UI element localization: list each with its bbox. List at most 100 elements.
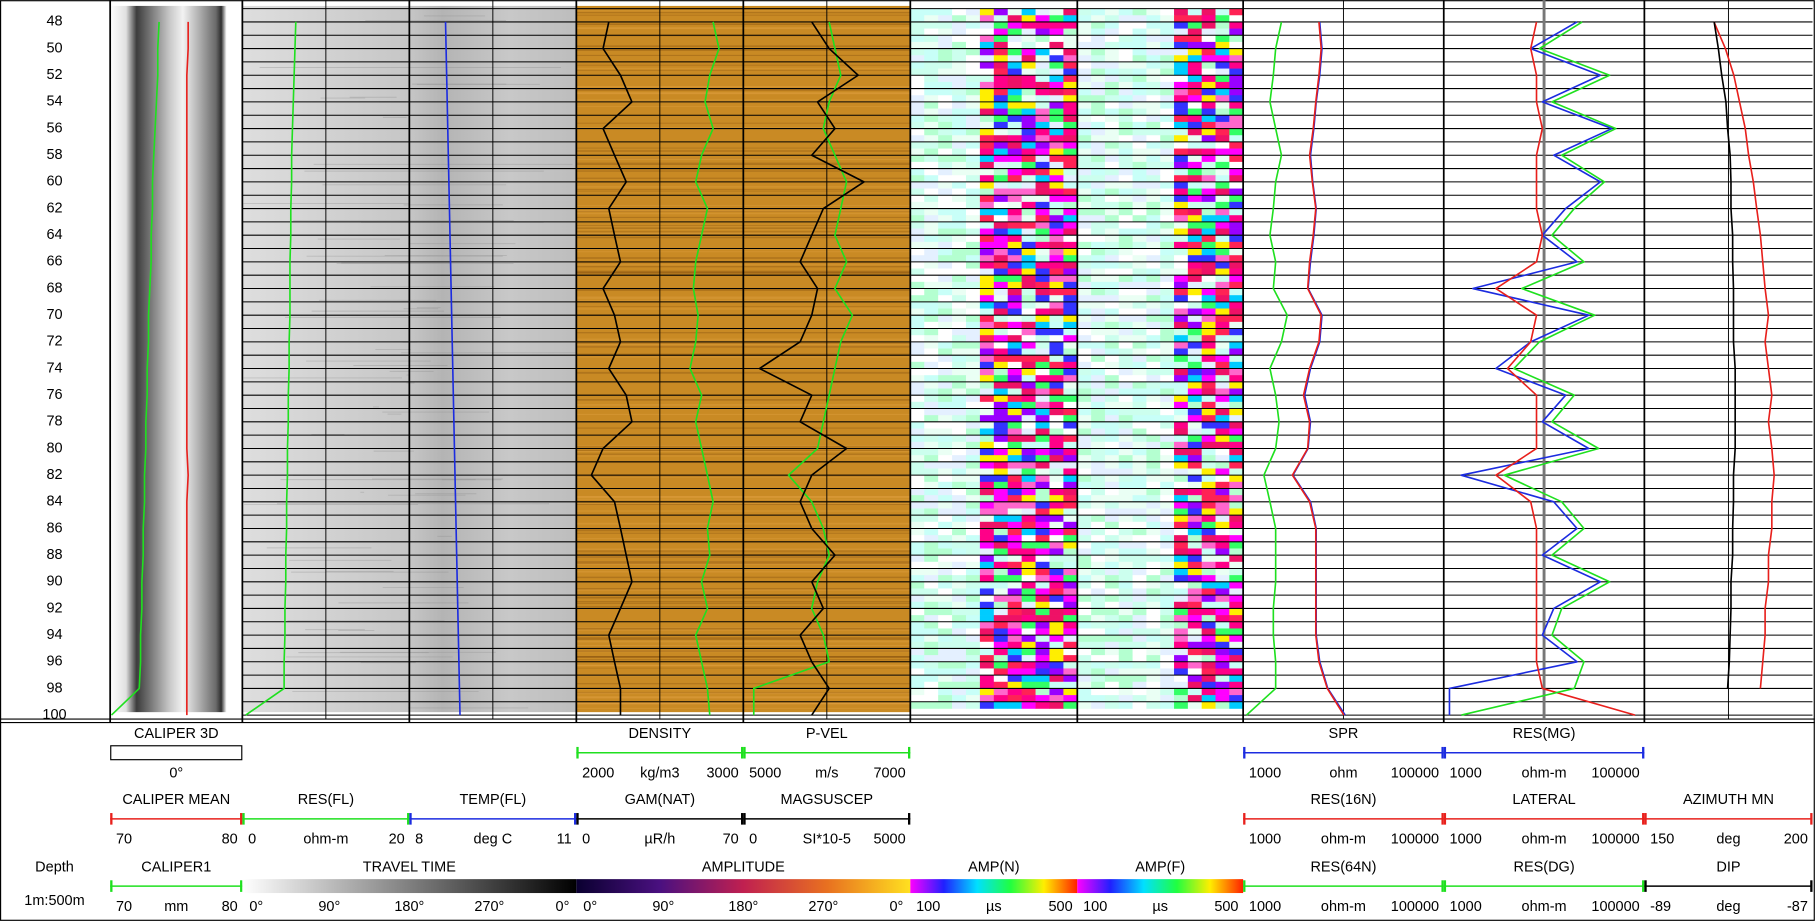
image-cell: [1201, 695, 1216, 703]
image-cell: [952, 601, 967, 609]
image-cell: [965, 448, 981, 456]
image-cell: [938, 648, 953, 656]
image-cell: [1229, 481, 1244, 489]
image-cell: [1104, 375, 1120, 383]
image-cell: [1215, 355, 1230, 363]
image-cell: [1091, 655, 1106, 663]
image-cell: [938, 595, 953, 603]
image-cell: [1104, 501, 1120, 509]
image-cell: [1049, 241, 1064, 249]
image-cell: [1104, 28, 1120, 36]
image-cell: [1035, 268, 1050, 276]
image-cell: [1215, 248, 1230, 256]
image-cell: [1049, 308, 1064, 316]
image-cell: [1174, 135, 1189, 143]
image-cell: [1174, 541, 1189, 549]
image-cell: [1035, 521, 1050, 529]
image-cell: [952, 35, 967, 43]
image-cell: [938, 481, 953, 489]
image-cell: [1146, 108, 1161, 116]
image-cell: [1118, 55, 1133, 63]
image-cell: [1229, 161, 1244, 169]
image-cell: [938, 515, 953, 523]
image-cell: [952, 561, 967, 569]
image-cell: [1118, 535, 1133, 543]
image-cell: [910, 275, 925, 283]
image-cell: [1187, 395, 1203, 403]
depth-tick-label: 60: [46, 174, 62, 190]
image-cell: [910, 588, 925, 596]
image-cell: [952, 155, 967, 163]
image-cell: [1063, 228, 1078, 236]
image-cell: [1049, 28, 1064, 36]
image-cell: [993, 208, 1009, 216]
image-cell: [1229, 235, 1244, 243]
image-cell: [1104, 648, 1120, 656]
image-cell: [938, 208, 953, 216]
image-cell: [965, 121, 981, 129]
image-cell: [1077, 595, 1092, 603]
image-cell: [924, 495, 939, 503]
image-cell: [952, 241, 967, 249]
image-cell: [1215, 401, 1230, 409]
image-cell: [1229, 48, 1244, 56]
image-cell: [1021, 621, 1036, 629]
scale-min: 2000: [582, 765, 614, 781]
image-cell: [1077, 8, 1092, 16]
colorbar-label: 0°: [556, 899, 570, 915]
image-cell: [993, 161, 1009, 169]
image-cell: [1035, 155, 1050, 163]
image-cell: [1146, 75, 1161, 83]
colorbar-label: 0°: [249, 899, 263, 915]
depth-tick-label: 94: [46, 627, 62, 643]
image-cell: [1174, 315, 1189, 323]
image-cell: [1187, 688, 1203, 696]
image-cell: [1007, 661, 1022, 669]
image-cell: [1160, 541, 1175, 549]
image-cell: [1049, 35, 1064, 43]
image-cell: [1118, 408, 1133, 416]
image-cell: [1229, 188, 1244, 196]
image-cell: [1077, 95, 1092, 103]
image-cell: [993, 475, 1009, 483]
image-cell: [1201, 575, 1216, 583]
image-cell: [993, 668, 1009, 676]
image-cell: [1160, 61, 1175, 69]
image-cell: [952, 335, 967, 343]
image-cell: [1146, 141, 1161, 149]
image-cell: [910, 115, 925, 123]
image-cell: [1215, 341, 1230, 349]
image-cell: [952, 588, 967, 596]
image-cell: [1021, 468, 1036, 476]
image-cell: [938, 508, 953, 516]
image-cell: [1174, 688, 1189, 696]
image-cell: [965, 388, 981, 396]
image-cell: [979, 28, 995, 36]
image-cell: [1007, 601, 1022, 609]
image-cell: [1104, 428, 1120, 436]
depth-scale: 1m:500m: [24, 893, 84, 909]
image-cell: [910, 328, 925, 336]
image-cell: [979, 621, 995, 629]
image-cell: [924, 601, 939, 609]
image-cell: [965, 208, 981, 216]
image-cell: [1077, 468, 1092, 476]
image-cell: [1091, 181, 1106, 189]
image-cell: [1104, 101, 1120, 109]
image-cell: [1077, 561, 1092, 569]
image-cell: [965, 661, 981, 669]
image-cell: [1021, 141, 1036, 149]
image-cell: [1215, 381, 1230, 389]
image-cell: [952, 175, 967, 183]
image-cell: [1049, 481, 1064, 489]
image-cell: [938, 121, 953, 129]
image-cell: [1174, 248, 1189, 256]
image-cell: [1007, 581, 1022, 589]
depth-tick-label: 76: [46, 387, 62, 403]
depth-tick-label: 70: [46, 307, 62, 323]
image-cell: [1007, 155, 1022, 163]
image-cell: [910, 155, 925, 163]
image-cell: [1201, 275, 1216, 283]
image-cell: [1021, 48, 1036, 56]
image-cell: [1201, 561, 1216, 569]
